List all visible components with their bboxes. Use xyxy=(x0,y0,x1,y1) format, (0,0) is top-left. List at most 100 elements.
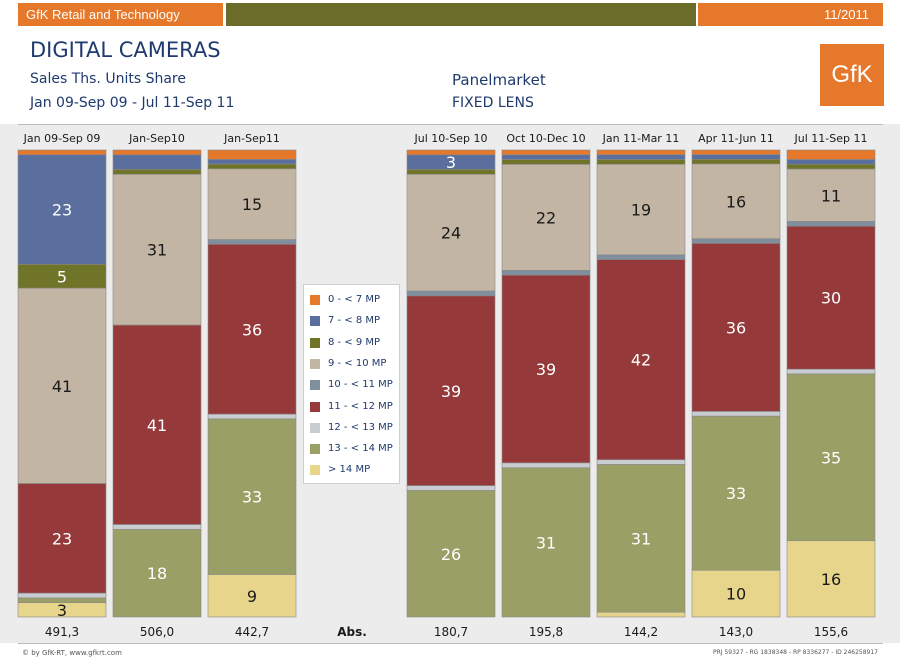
legend-swatch xyxy=(310,358,320,369)
bar-segment xyxy=(596,254,686,260)
abs-value: 491,3 xyxy=(45,625,79,639)
bar-segment xyxy=(207,418,297,575)
data-label: 22 xyxy=(536,208,556,227)
abs-value: 180,7 xyxy=(434,625,468,639)
company-banner: GfK Retail and Technology xyxy=(18,3,223,26)
abs-value: 442,7 xyxy=(235,625,269,639)
data-label: 33 xyxy=(242,488,262,507)
abs-label: Abs. xyxy=(337,625,367,639)
chart-top-divider xyxy=(18,124,883,125)
legend-swatch xyxy=(310,401,320,412)
legend-label: 13 - < 14 MP xyxy=(328,443,393,455)
data-label: 36 xyxy=(242,320,262,339)
bar-segment xyxy=(691,411,781,417)
data-label: 41 xyxy=(52,377,72,396)
bar-segment xyxy=(112,324,202,525)
data-label: 41 xyxy=(147,416,167,435)
category-label: Jul 10-Sep 10 xyxy=(414,132,488,145)
bar-segment xyxy=(406,174,496,292)
bar-segment xyxy=(112,529,202,618)
bar-segment xyxy=(786,168,876,222)
data-label: 31 xyxy=(536,533,556,552)
data-label: 3 xyxy=(57,601,67,620)
bar-segment xyxy=(691,159,781,165)
data-label: 31 xyxy=(631,529,651,548)
bar-segment xyxy=(501,164,591,271)
gfk-logo: GfK xyxy=(820,44,884,106)
data-label: 35 xyxy=(821,448,841,467)
data-label: 9 xyxy=(247,587,257,606)
bar-segment xyxy=(17,602,107,618)
bar-segment xyxy=(786,163,876,170)
bar-segment xyxy=(501,274,591,464)
legend-label: > 14 MP xyxy=(328,464,371,476)
legend-label: 12 - < 13 MP xyxy=(328,421,393,433)
page-title: DIGITAL CAMERAS xyxy=(30,38,221,62)
bar-segment xyxy=(406,485,496,491)
abs-value: 506,0 xyxy=(140,625,174,639)
data-label: 19 xyxy=(631,201,651,220)
bar-segment xyxy=(691,238,781,244)
data-label: 26 xyxy=(441,545,461,564)
bar-segment xyxy=(786,225,876,370)
category-label: Jan 11-Mar 11 xyxy=(602,132,680,145)
bar-segment xyxy=(786,221,876,227)
bar-segment xyxy=(112,174,202,326)
footer-ids: PRJ 59327 - RG 1838348 - RP 8336277 - ID… xyxy=(712,649,878,656)
bar-segment xyxy=(406,290,496,297)
bar-segment xyxy=(786,368,876,375)
bar-segment xyxy=(207,168,297,240)
bar-segment xyxy=(596,159,686,165)
bar-segment xyxy=(786,149,876,160)
bar-segment xyxy=(596,163,686,256)
bar-segment xyxy=(501,154,591,160)
bar-segment xyxy=(691,163,781,240)
data-label: 23 xyxy=(52,201,72,220)
bar-segment xyxy=(596,611,686,618)
legend-swatch xyxy=(310,444,320,455)
bar-segment xyxy=(691,154,781,160)
legend-swatch xyxy=(310,465,320,476)
footer-divider xyxy=(18,643,883,644)
legend-swatch xyxy=(310,316,320,327)
legend-label: 7 - < 8 MP xyxy=(328,315,381,327)
bar-segment xyxy=(501,149,591,156)
bar-segment xyxy=(596,259,686,461)
bar-segment xyxy=(691,569,781,618)
measure-label: Sales Ths. Units Share xyxy=(30,71,186,87)
report-date: 11/2011 xyxy=(698,3,883,26)
bar-segment xyxy=(17,483,107,594)
bar-segment xyxy=(207,149,297,160)
data-label: 18 xyxy=(147,564,167,583)
category-label: Jan-Sep11 xyxy=(223,132,280,145)
bar-segment xyxy=(112,169,202,175)
legend-swatch xyxy=(310,295,320,305)
legend-label: 0 - < 7 MP xyxy=(328,294,381,305)
top-banner: GfK Retail and Technology 11/2011 xyxy=(0,3,900,26)
bar-segment xyxy=(786,540,876,618)
legend-swatch xyxy=(310,337,320,348)
legend-label: 9 - < 10 MP xyxy=(328,357,387,369)
abs-value: 144,2 xyxy=(624,625,658,639)
category-label: Jan 09-Sep 09 xyxy=(23,132,101,145)
data-label: 11 xyxy=(821,186,841,205)
bar-segment xyxy=(691,243,781,412)
data-label: 3 xyxy=(446,153,456,172)
data-label: 15 xyxy=(242,195,262,214)
bar-segment xyxy=(691,415,781,571)
bar-segment xyxy=(596,464,686,613)
legend-label: 8 - < 9 MP xyxy=(328,336,381,348)
data-label: 5 xyxy=(57,267,67,286)
bar-segment xyxy=(501,462,591,469)
bar-segment xyxy=(596,154,686,160)
bar-segment xyxy=(207,163,297,170)
category-label: Jul 11-Sep 11 xyxy=(794,132,868,145)
bar-segment xyxy=(691,149,781,155)
chart-legend: 0 - < 7 MP 7 - < 8 MP 8 - < 9 MP 9 - < 10 M… xyxy=(303,284,400,484)
bar-segment xyxy=(112,154,202,170)
category-label: Apr 11-Jun 11 xyxy=(698,132,774,145)
bar-segment xyxy=(406,490,496,618)
data-label: 30 xyxy=(821,289,841,308)
legend-swatch xyxy=(310,422,320,433)
